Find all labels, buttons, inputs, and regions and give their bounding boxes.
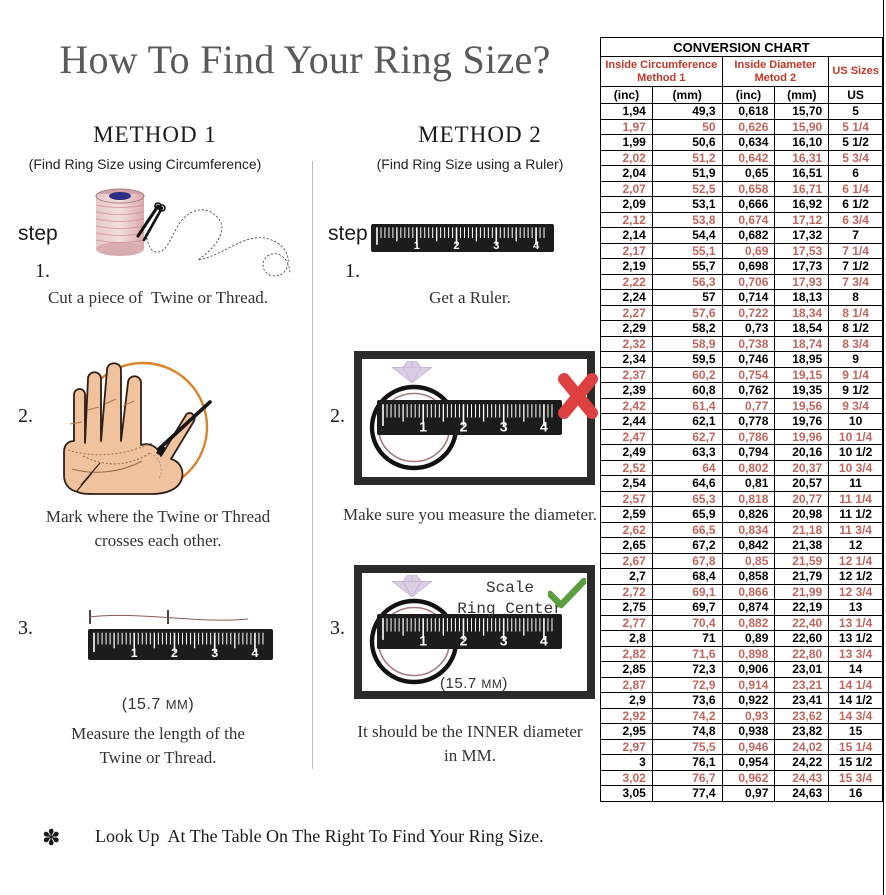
svg-text:1: 1 bbox=[414, 240, 420, 252]
svg-text:2: 2 bbox=[460, 633, 468, 649]
svg-text:4: 4 bbox=[540, 633, 548, 649]
svg-text:2: 2 bbox=[460, 419, 468, 435]
svg-text:2: 2 bbox=[453, 240, 459, 252]
svg-text:1: 1 bbox=[419, 633, 427, 649]
svg-text:3: 3 bbox=[493, 240, 499, 252]
svg-text:4: 4 bbox=[533, 240, 540, 252]
svg-text:2: 2 bbox=[171, 646, 178, 660]
svg-text:1: 1 bbox=[419, 419, 427, 435]
svg-text:4: 4 bbox=[251, 646, 258, 660]
svg-text:4: 4 bbox=[540, 419, 548, 435]
svg-text:3: 3 bbox=[500, 419, 508, 435]
svg-text:3: 3 bbox=[211, 646, 218, 660]
svg-text:1: 1 bbox=[131, 646, 138, 660]
svg-text:3: 3 bbox=[500, 633, 508, 649]
